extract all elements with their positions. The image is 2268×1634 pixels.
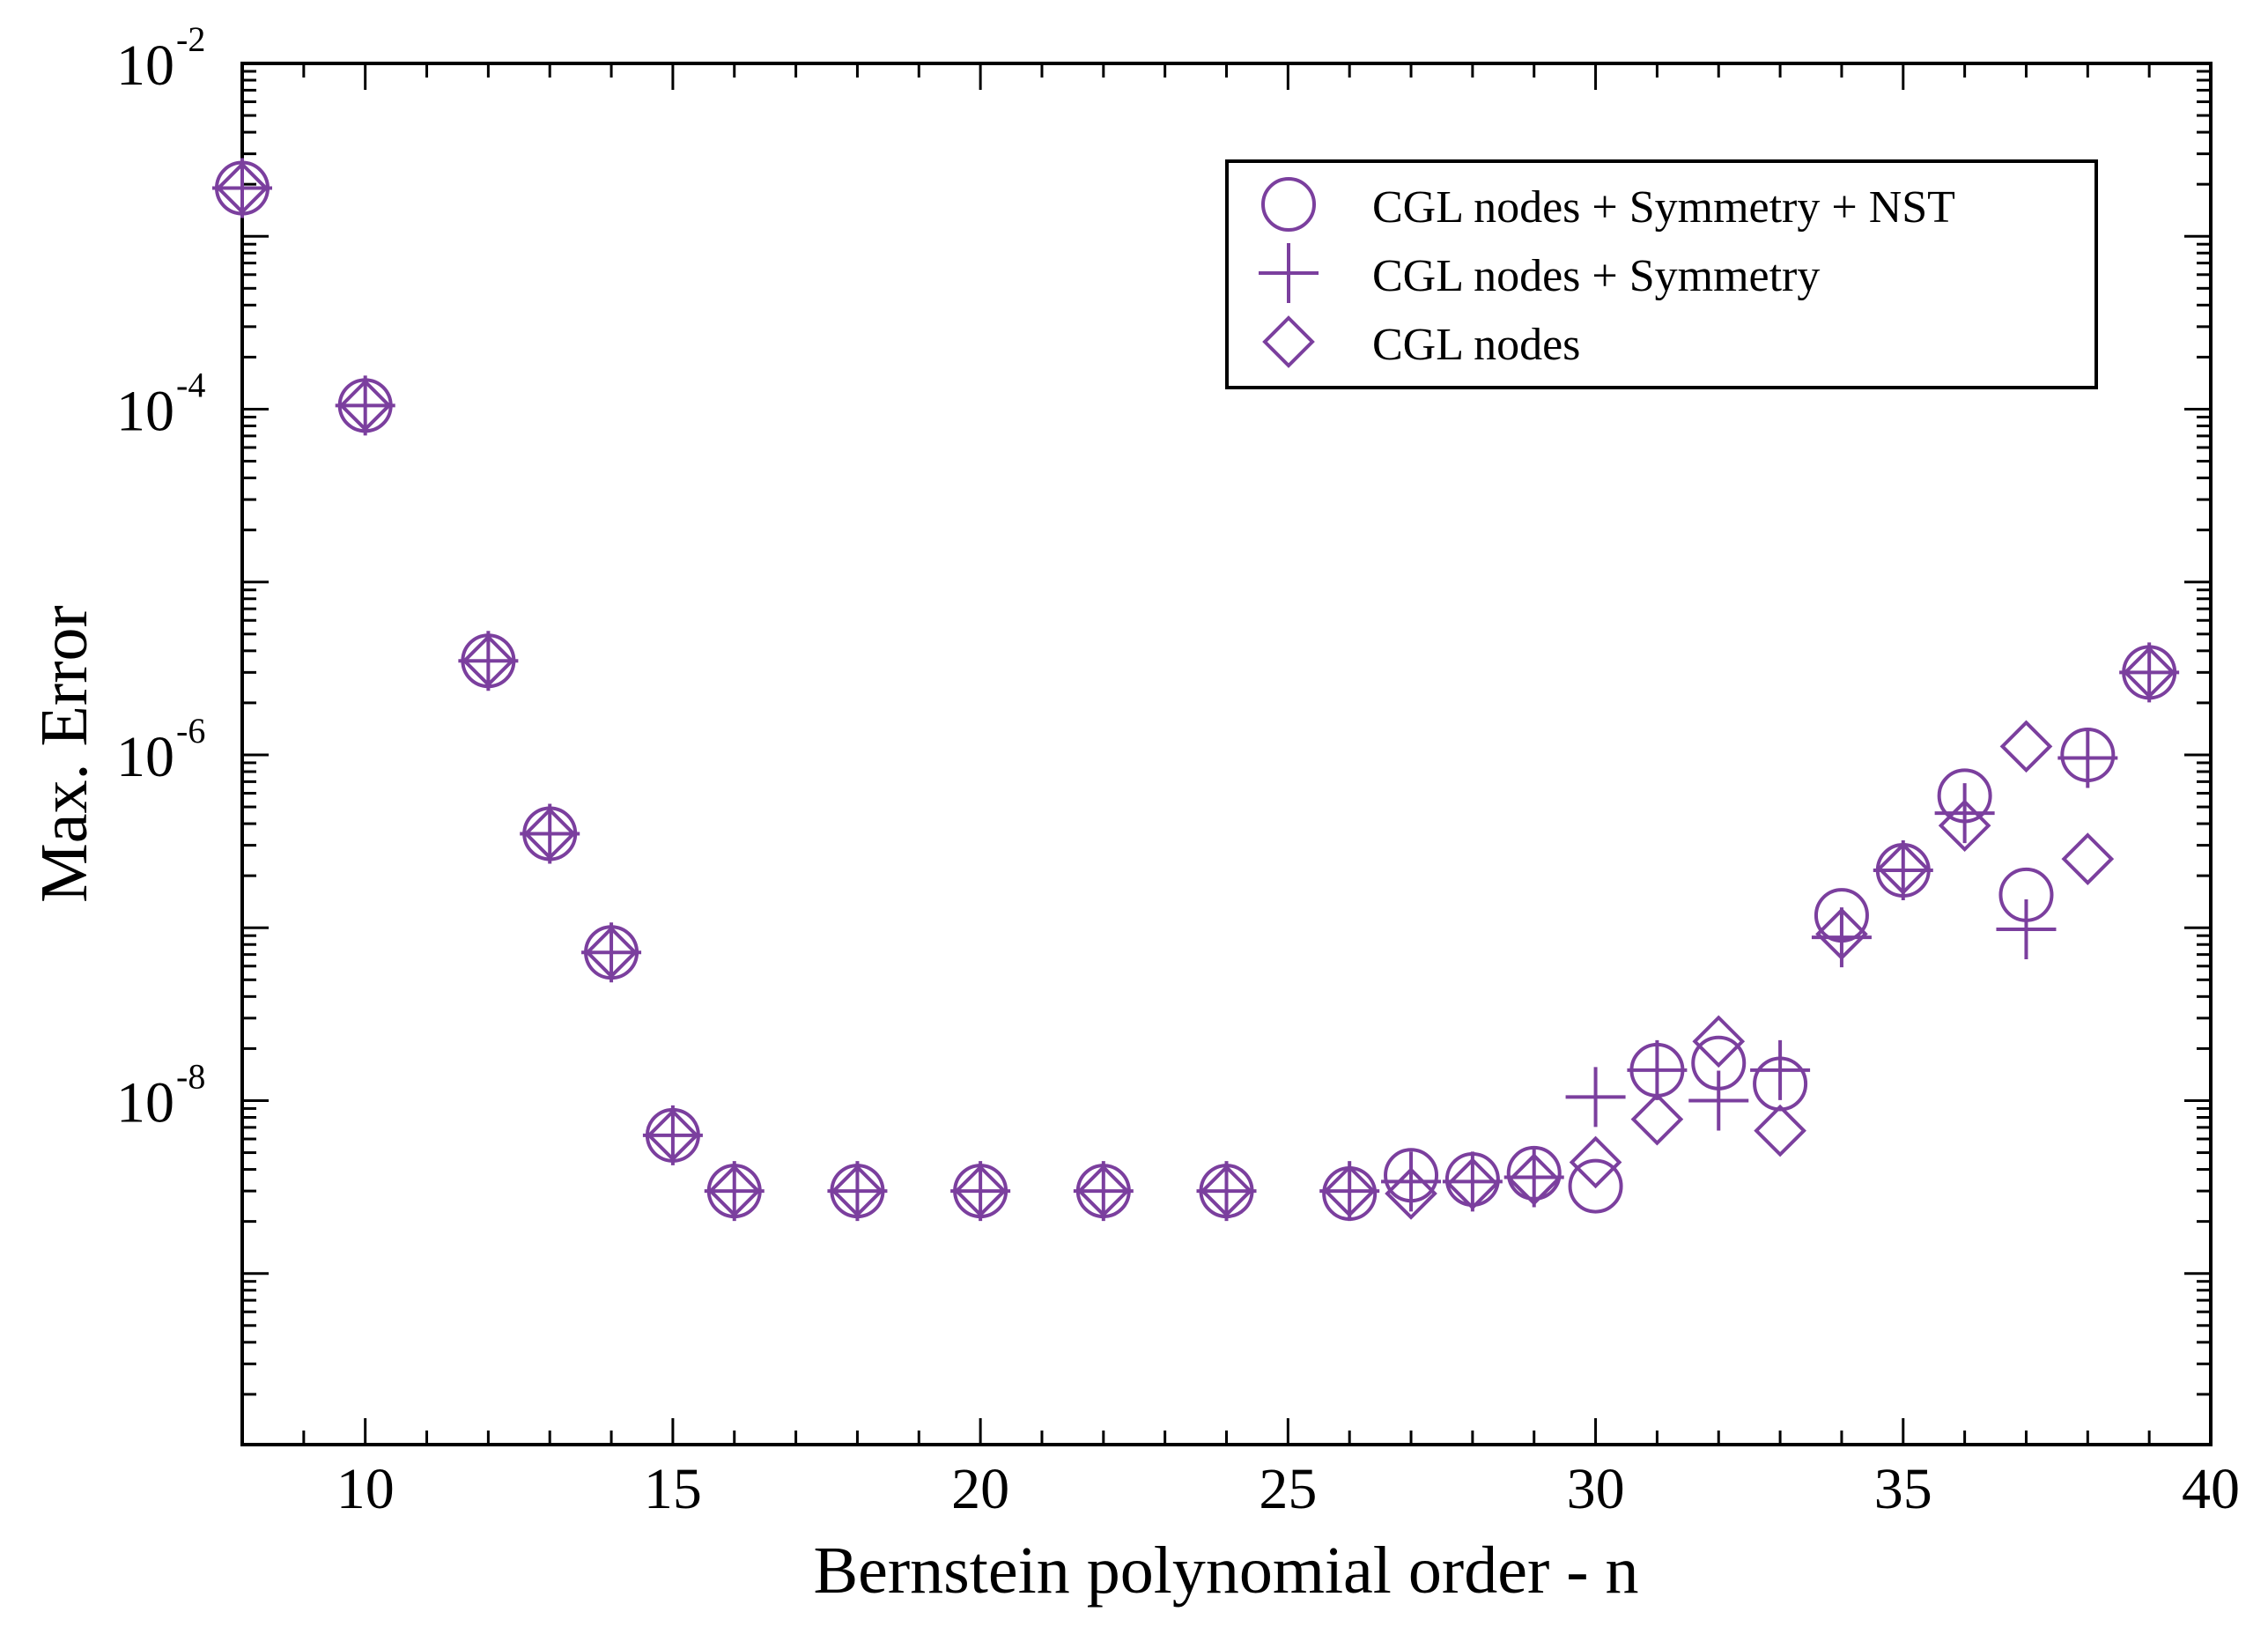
point-plus bbox=[1565, 1067, 1626, 1128]
y-tick-exponent: -4 bbox=[176, 365, 205, 404]
legend-label-1: CGL nodes + Symmetry bbox=[1372, 251, 1820, 301]
point-plus bbox=[1319, 1161, 1380, 1222]
legend-marker-diamond bbox=[1262, 315, 1315, 368]
point-plus bbox=[827, 1161, 888, 1222]
point-plus bbox=[1688, 1070, 1749, 1131]
point-diamond bbox=[707, 1165, 761, 1217]
plot-marks bbox=[212, 158, 2180, 1222]
point-circle bbox=[1568, 1158, 1623, 1214]
y-tick-label: 10 bbox=[116, 33, 174, 98]
point-plus bbox=[1073, 1161, 1134, 1222]
point-diamond bbox=[216, 161, 269, 215]
point-diamond bbox=[1815, 907, 1868, 961]
point-diamond bbox=[523, 807, 577, 861]
point-plus bbox=[1627, 1039, 1688, 1100]
legend-label-2: CGL nodes bbox=[1372, 320, 1580, 370]
point-diamond bbox=[954, 1165, 1007, 1217]
x-tick-label: 20 bbox=[951, 1457, 1009, 1521]
y-tick-label: 10 bbox=[116, 1070, 174, 1135]
point-diamond bbox=[1446, 1157, 1499, 1210]
y-tick-exponent: -6 bbox=[176, 711, 205, 750]
point-diamond bbox=[1876, 842, 1930, 895]
point-diamond bbox=[1630, 1092, 1684, 1146]
x-tick-label: 35 bbox=[1874, 1457, 1932, 1521]
point-diamond bbox=[338, 379, 392, 433]
point-diamond bbox=[831, 1165, 884, 1217]
x-tick-label: 15 bbox=[644, 1457, 702, 1521]
point-plus bbox=[581, 922, 642, 983]
point-diamond bbox=[2061, 832, 2115, 885]
point-diamond bbox=[1385, 1167, 1437, 1220]
point-diamond bbox=[1999, 720, 2053, 773]
point-plus bbox=[642, 1105, 703, 1165]
point-plus bbox=[2119, 642, 2180, 703]
y-tick-label: 10 bbox=[116, 725, 174, 789]
y-tick-exponent: -8 bbox=[176, 1056, 205, 1096]
x-tick-labels: 10 15 20 25 30 35 40 bbox=[336, 1457, 2240, 1521]
legend-box bbox=[1225, 159, 2098, 389]
legend-marker-plus bbox=[1259, 243, 1319, 303]
legend: CGL nodes + Symmetry + NST CGL nodes + S… bbox=[1225, 159, 2098, 389]
point-plus bbox=[704, 1161, 765, 1222]
point-diamond bbox=[1754, 1104, 1806, 1157]
plot-frame bbox=[240, 62, 2213, 1446]
point-plus bbox=[1996, 898, 2057, 959]
series-plus bbox=[212, 158, 2180, 1222]
x-tick-label: 10 bbox=[336, 1457, 395, 1521]
point-plus bbox=[1934, 783, 1995, 844]
x-tick-label: 25 bbox=[1259, 1457, 1317, 1521]
point-diamond bbox=[1076, 1165, 1130, 1217]
y-tick-label: 10 bbox=[116, 379, 174, 443]
legend-marker-circle bbox=[1261, 177, 1316, 232]
point-plus bbox=[212, 158, 272, 218]
point-plus bbox=[520, 803, 580, 864]
y-tick-exponent: -2 bbox=[176, 19, 205, 59]
y-tick-labels: 10-210-410-610-8 bbox=[116, 19, 205, 1135]
point-plus bbox=[1196, 1161, 1257, 1222]
y-axis-title: Max. Error bbox=[27, 605, 101, 903]
point-diamond bbox=[1507, 1153, 1561, 1206]
point-plus bbox=[950, 1161, 1011, 1222]
point-plus bbox=[1381, 1151, 1442, 1212]
legend-label-0: CGL nodes + Symmetry + NST bbox=[1372, 182, 1955, 233]
x-axis-title: Bernstein polynomial order - n bbox=[813, 1534, 1638, 1608]
point-plus bbox=[335, 375, 395, 436]
point-diamond bbox=[462, 634, 515, 688]
point-diamond bbox=[2123, 646, 2176, 699]
point-plus bbox=[1750, 1039, 1811, 1100]
point-diamond bbox=[1323, 1165, 1377, 1217]
point-diamond bbox=[1569, 1135, 1622, 1189]
x-tick-label: 40 bbox=[2182, 1457, 2240, 1521]
point-diamond bbox=[1692, 1015, 1746, 1068]
minor-ticks bbox=[240, 63, 2211, 1445]
point-diamond bbox=[1938, 799, 1991, 853]
series-diamond bbox=[216, 161, 2176, 1220]
point-plus bbox=[2057, 728, 2118, 788]
point-diamond bbox=[1200, 1165, 1253, 1217]
x-tick-label: 30 bbox=[1567, 1457, 1625, 1521]
legend-symbol-diamond bbox=[1262, 315, 1315, 368]
legend-symbol-circle bbox=[1261, 177, 1316, 232]
point-diamond bbox=[646, 1109, 699, 1162]
point-plus bbox=[458, 631, 519, 691]
legend-symbol-plus bbox=[1259, 243, 1319, 303]
point-diamond bbox=[585, 926, 638, 980]
